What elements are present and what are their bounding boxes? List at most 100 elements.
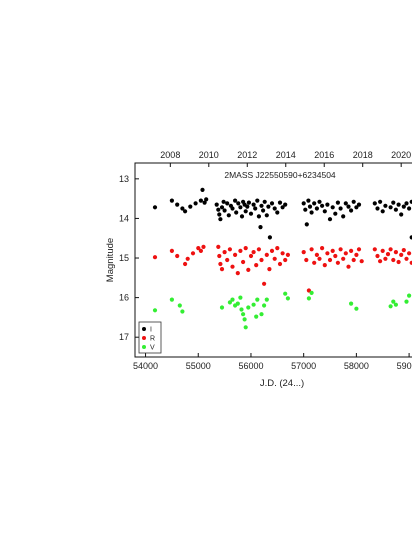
data-point-i: [188, 204, 193, 209]
data-point-r: [343, 251, 348, 256]
data-point-i: [354, 205, 359, 210]
data-point-i: [301, 201, 306, 206]
data-point-i: [303, 207, 308, 212]
data-point-i: [275, 210, 280, 215]
data-point-r: [233, 252, 238, 257]
x-tick-label: 57000: [291, 361, 316, 371]
data-point-r: [241, 259, 246, 265]
data-point-r: [391, 257, 396, 263]
data-point-r: [354, 252, 359, 257]
top-tick-label: 2018: [353, 150, 373, 160]
data-point-r: [246, 267, 251, 272]
top-tick-label: 2010: [199, 150, 219, 160]
data-point-r: [275, 246, 280, 251]
data-point-i: [183, 209, 188, 214]
data-point-r: [227, 247, 232, 252]
x-tick-label: 55000: [186, 361, 211, 371]
data-point-r: [185, 256, 190, 261]
data-point-i: [255, 198, 260, 203]
data-point-i: [261, 208, 266, 213]
data-point-i: [219, 205, 225, 210]
data-point-v: [306, 296, 311, 301]
data-point-r: [301, 250, 306, 255]
data-point-v: [242, 317, 247, 322]
y-tick-label: 17: [119, 332, 129, 342]
data-point-i: [243, 209, 248, 214]
data-point-r: [335, 260, 340, 265]
data-point-i: [317, 199, 322, 204]
data-point-i: [338, 206, 343, 211]
data-point-i: [258, 225, 263, 230]
data-point-r: [407, 251, 412, 256]
data-point-r: [219, 267, 225, 272]
data-point-i: [218, 217, 223, 222]
x-tick-label: 56000: [238, 361, 263, 371]
data-point-r: [312, 260, 317, 265]
data-point-i: [312, 201, 317, 206]
data-point-i: [349, 208, 354, 213]
data-point-v: [393, 302, 398, 307]
data-point-i: [239, 214, 245, 219]
data-point-i: [283, 202, 288, 207]
top-tick-label: 2008: [160, 150, 180, 160]
data-point-i: [230, 206, 235, 211]
data-point-i: [396, 202, 401, 207]
data-point-i: [259, 203, 264, 208]
data-point-r: [196, 246, 201, 251]
top-tick-label: 2016: [314, 150, 334, 160]
data-point-i: [346, 204, 351, 209]
data-point-r: [198, 248, 203, 253]
data-point-i: [269, 201, 275, 206]
y-tick-label: 14: [119, 213, 129, 223]
data-point-v: [407, 293, 412, 298]
data-point-r: [351, 257, 356, 263]
data-point-r: [346, 264, 351, 269]
data-point-i: [391, 200, 396, 205]
data-point-r: [262, 281, 267, 286]
data-point-i: [264, 213, 269, 218]
data-point-v: [246, 305, 251, 310]
y-tick-label: 15: [119, 253, 129, 263]
data-point-r: [190, 251, 196, 256]
data-point-i: [341, 214, 346, 219]
data-point-i: [225, 201, 230, 206]
data-point-i: [234, 210, 239, 215]
data-point-r: [356, 247, 362, 252]
top-tick-label: 2014: [276, 150, 296, 160]
data-point-v: [169, 297, 174, 302]
data-point-r: [333, 253, 338, 259]
data-point-r: [259, 257, 264, 263]
data-point-i: [180, 206, 185, 211]
x-axis-title: J.D. (24...): [260, 378, 304, 389]
data-point-i: [372, 201, 377, 206]
data-point-i: [238, 205, 243, 210]
data-point-i: [325, 202, 330, 207]
data-point-r: [217, 253, 222, 259]
data-point-i: [330, 205, 335, 210]
data-point-r: [404, 256, 409, 261]
data-point-r: [277, 261, 283, 267]
data-point-i: [320, 203, 325, 208]
data-point-r: [322, 263, 327, 268]
data-point-r: [230, 264, 235, 269]
legend-label-v: V: [150, 345, 155, 352]
data-point-i: [404, 201, 409, 206]
data-point-i: [256, 214, 261, 219]
data-point-r: [399, 252, 404, 257]
data-point-r: [341, 256, 346, 261]
data-point-r: [330, 248, 335, 253]
data-point-i: [401, 204, 406, 209]
data-point-i: [221, 199, 226, 204]
data-point-i: [351, 199, 356, 204]
data-point-r: [269, 248, 275, 253]
data-point-r: [359, 259, 364, 264]
data-point-r: [372, 247, 377, 252]
x-tick-label: 54000: [133, 361, 158, 371]
data-point-v: [264, 297, 269, 302]
data-point-i: [169, 198, 174, 203]
data-point-v: [262, 303, 267, 308]
data-point-i: [378, 199, 383, 204]
data-point-v: [243, 325, 248, 330]
data-point-v: [404, 299, 409, 304]
data-point-r: [254, 263, 259, 268]
